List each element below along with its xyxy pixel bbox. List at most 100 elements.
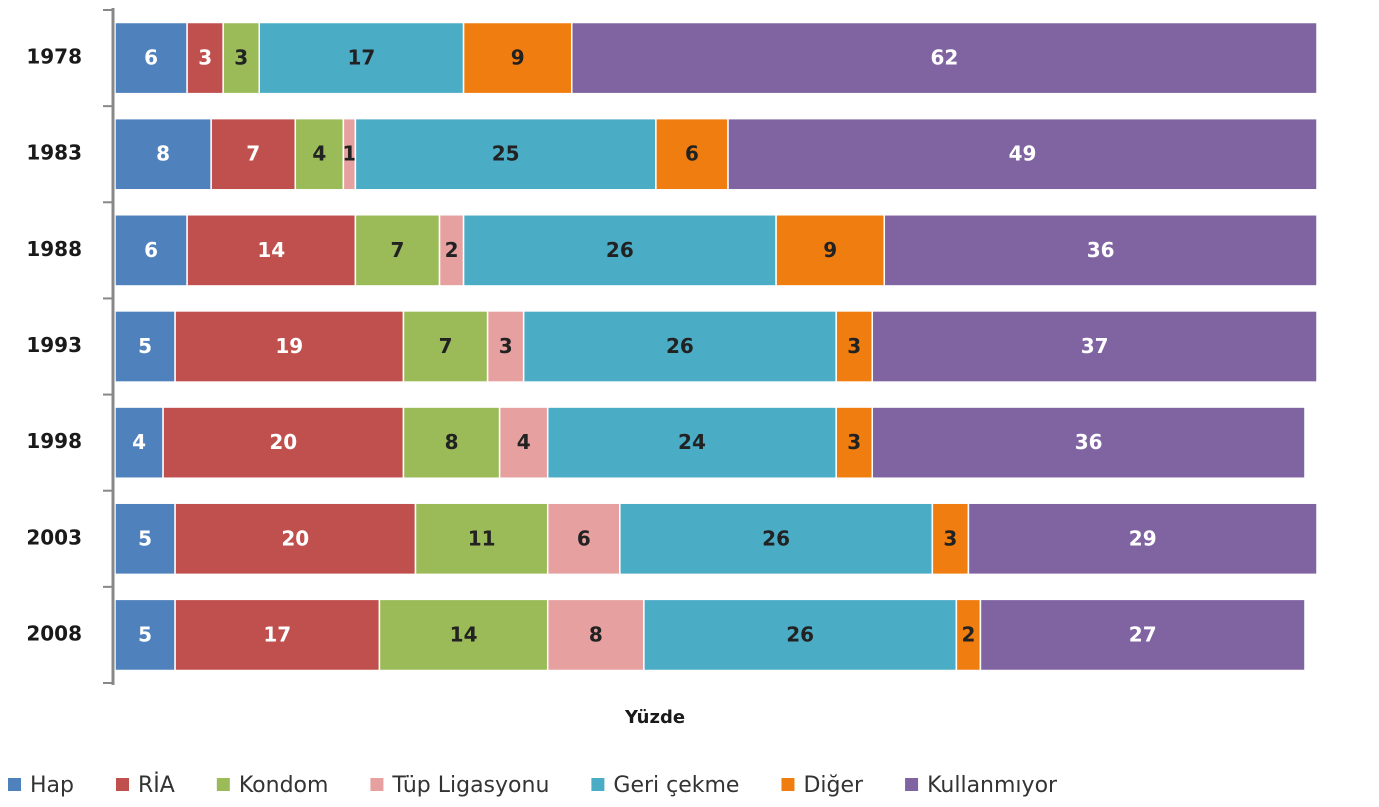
- bar-segment: [546, 598, 645, 672]
- bar-segment: [402, 310, 489, 383]
- y-tick-label: 1988: [26, 237, 82, 261]
- bar-segment: [498, 406, 549, 479]
- bar-segment: [114, 406, 164, 479]
- legend-swatch: [781, 778, 795, 791]
- data-label: 26: [762, 526, 790, 550]
- bar-segment: [931, 502, 970, 576]
- bar-segment: [114, 502, 176, 576]
- data-label: 17: [263, 622, 291, 646]
- data-label: 2: [445, 238, 459, 262]
- data-label: 8: [445, 430, 459, 454]
- bar-segment: [294, 117, 345, 191]
- data-label: 49: [1009, 142, 1037, 166]
- y-tick-label: 1983: [26, 141, 82, 165]
- bar-segment: [174, 502, 417, 576]
- bar-segment: [462, 214, 777, 287]
- bar-segment: [619, 502, 934, 576]
- legend-label: Hap: [30, 773, 74, 798]
- legend-label: Geri çekme: [613, 773, 739, 798]
- bar-segment: [883, 214, 1318, 287]
- bar-segment: [955, 598, 982, 672]
- data-label: 2: [961, 622, 975, 646]
- data-label: 26: [666, 334, 694, 358]
- data-label: 17: [347, 46, 375, 70]
- legend-swatch: [116, 778, 129, 791]
- data-label: 26: [786, 622, 814, 646]
- bar-segment: [114, 117, 212, 191]
- y-tick-label: 2008: [26, 621, 82, 645]
- data-label: 6: [685, 142, 699, 166]
- data-label: 3: [943, 526, 957, 550]
- bar-segment: [162, 406, 405, 479]
- data-label: 37: [1081, 334, 1109, 358]
- bar-segment: [546, 502, 621, 576]
- bar-segment: [210, 117, 297, 191]
- data-label: 8: [156, 142, 170, 166]
- data-label: 8: [589, 622, 603, 646]
- legend-swatch: [8, 778, 21, 791]
- bar-segment: [174, 310, 405, 383]
- bar-segment: [174, 598, 381, 672]
- bar-segment: [402, 406, 501, 479]
- data-label: 1: [342, 142, 356, 166]
- data-label: 7: [246, 142, 260, 166]
- bar-segment: [571, 21, 1318, 95]
- bar-segment: [871, 406, 1306, 479]
- legend-label: Diğer: [803, 773, 864, 798]
- data-label: 6: [144, 238, 158, 262]
- data-label: 4: [517, 430, 531, 454]
- bar-segment: [775, 214, 886, 287]
- bar-segment: [871, 310, 1318, 383]
- x-axis-title: Yüzde: [624, 707, 685, 728]
- legend-label: RİA: [138, 772, 175, 798]
- y-tick-label: 2003: [26, 525, 82, 549]
- bar-segment: [114, 214, 188, 287]
- data-label: 36: [1087, 238, 1115, 262]
- bar-segment: [222, 21, 260, 95]
- bar-segment: [643, 598, 958, 672]
- data-label: 7: [391, 238, 405, 262]
- data-label: 5: [138, 622, 152, 646]
- y-tick-label: 1993: [26, 333, 82, 357]
- bar-segment: [486, 310, 525, 383]
- data-label: 25: [492, 142, 520, 166]
- data-label: 9: [511, 46, 525, 70]
- data-label: 26: [606, 238, 634, 262]
- data-label: 36: [1075, 430, 1103, 454]
- bar-segment: [186, 21, 224, 95]
- data-label: 27: [1129, 622, 1157, 646]
- data-label: 4: [312, 142, 326, 166]
- data-label: 7: [439, 334, 453, 358]
- legend-label: Kondom: [239, 773, 329, 798]
- bar-segment: [414, 502, 549, 576]
- legend-swatch: [370, 778, 384, 791]
- y-tick-label: 1978: [26, 45, 82, 69]
- bar-segment: [655, 117, 729, 191]
- data-label: 20: [281, 526, 309, 550]
- data-label: 3: [847, 430, 861, 454]
- data-label: 20: [269, 430, 297, 454]
- bar-segment: [835, 406, 874, 479]
- data-label: 24: [678, 430, 706, 454]
- data-label: 14: [450, 622, 478, 646]
- bar-segment: [522, 310, 837, 383]
- data-label: 6: [144, 46, 158, 70]
- data-label: 9: [823, 238, 837, 262]
- data-label: 4: [132, 430, 146, 454]
- legend-swatch: [905, 778, 919, 791]
- bar-segment: [378, 598, 549, 672]
- legend-label: Kullanmıyor: [927, 773, 1058, 798]
- data-label: 19: [275, 334, 303, 358]
- data-label: 5: [138, 334, 152, 358]
- bar-segment: [835, 310, 874, 383]
- legend-swatch: [216, 778, 230, 791]
- data-label: 3: [198, 46, 212, 70]
- bar-segment: [186, 214, 357, 287]
- legend-label: Tüp Ligasyonu: [391, 773, 549, 798]
- data-label: 62: [930, 46, 958, 70]
- data-label: 29: [1129, 526, 1157, 550]
- bar-segment: [354, 117, 657, 191]
- bar-segment: [727, 117, 1318, 191]
- data-label: 11: [468, 526, 496, 550]
